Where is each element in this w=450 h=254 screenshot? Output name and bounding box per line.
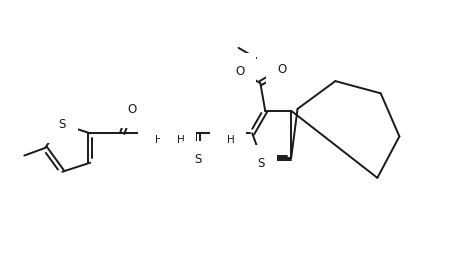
Text: H: H: [155, 135, 163, 145]
Text: N: N: [150, 127, 158, 140]
Text: O: O: [235, 65, 245, 78]
Text: O: O: [127, 103, 136, 116]
Text: H: H: [227, 135, 235, 145]
Text: O: O: [278, 63, 287, 76]
Text: S: S: [257, 157, 265, 170]
Text: N: N: [172, 127, 180, 140]
Text: N: N: [222, 127, 230, 140]
Text: S: S: [194, 153, 202, 166]
Text: H: H: [177, 135, 185, 145]
Text: S: S: [58, 118, 66, 131]
